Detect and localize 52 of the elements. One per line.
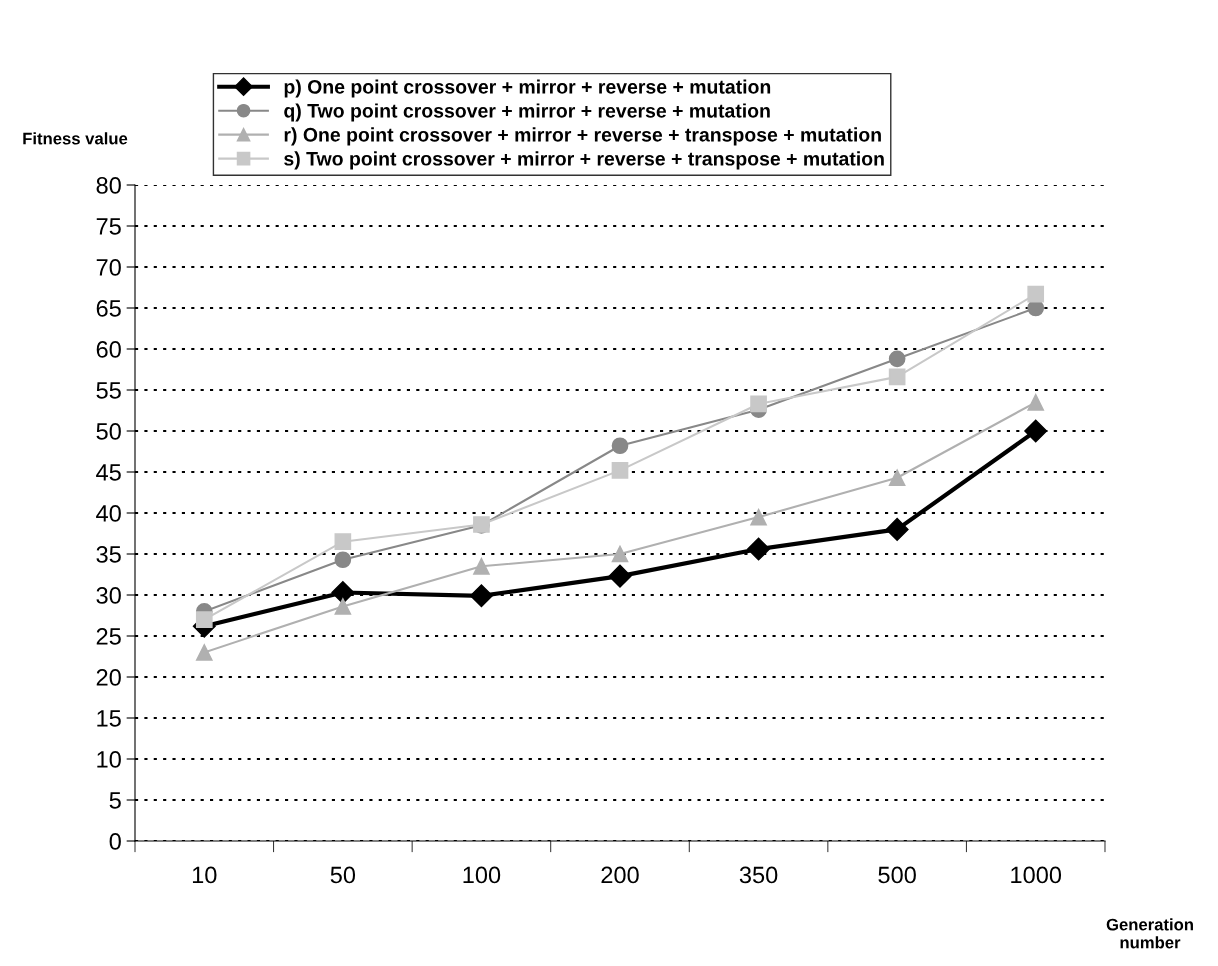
y-tick-label: 70	[96, 259, 121, 276]
legend-label: q) Two point crossover + mirror + reverse + mutation	[284, 103, 770, 122]
point	[334, 598, 352, 615]
point	[885, 517, 909, 541]
point	[888, 469, 906, 487]
y-tick-label: 75	[96, 218, 121, 235]
y-tick-label: 25	[96, 628, 121, 645]
legend-label: s) Two point crossover + mirror + reverse + transpose + mutation	[284, 151, 884, 170]
y-tick-label: 5	[109, 792, 121, 809]
y-tick-label: 50	[96, 423, 121, 440]
legend-label: p) One point crossover + mirror + reverse + mutation	[284, 79, 771, 98]
x-tick-label: 10	[192, 866, 217, 884]
point	[331, 581, 355, 605]
point	[469, 584, 493, 608]
y-tick-label: 45	[96, 464, 121, 481]
y-tick-label: 60	[96, 341, 121, 358]
y-tick-label: 80	[96, 177, 121, 194]
point	[750, 395, 767, 413]
point	[611, 545, 629, 563]
y-tick-label: 0	[109, 833, 121, 850]
point	[1024, 419, 1048, 443]
point	[195, 644, 213, 661]
point	[334, 551, 352, 569]
y-tick-label: 65	[96, 300, 121, 317]
point	[888, 368, 906, 386]
x-tick-label: 200	[601, 866, 639, 884]
point	[1027, 393, 1045, 411]
x-tick-label: 100	[463, 866, 501, 884]
y-tick-label: 20	[96, 669, 121, 686]
point	[611, 462, 629, 479]
x-axis-title: Generation number	[1106, 918, 1193, 949]
point	[334, 533, 352, 551]
y-tick-label: 35	[96, 546, 121, 563]
y-tick-label: 55	[96, 382, 121, 399]
x-tick-label: 500	[878, 866, 916, 884]
y-tick-label: 10	[97, 751, 121, 768]
point	[195, 611, 213, 628]
legend-label: r) One point crossover + mirror + reverse + transpose + mutation	[284, 127, 881, 146]
point	[888, 350, 906, 368]
point	[750, 508, 767, 526]
point	[611, 437, 629, 455]
point	[747, 537, 771, 561]
x-tick-label: 350	[739, 866, 778, 884]
x-tick-label: 1000	[1011, 866, 1062, 884]
point	[1027, 285, 1045, 303]
y-tick-label: 40	[96, 505, 121, 522]
x-tick-label: 50	[330, 866, 356, 884]
point	[608, 564, 632, 588]
y-tick-label: 15	[97, 710, 121, 727]
point	[473, 557, 490, 575]
y-tick-label: 30	[96, 587, 121, 604]
y-axis-title: Fitness value	[23, 132, 128, 145]
